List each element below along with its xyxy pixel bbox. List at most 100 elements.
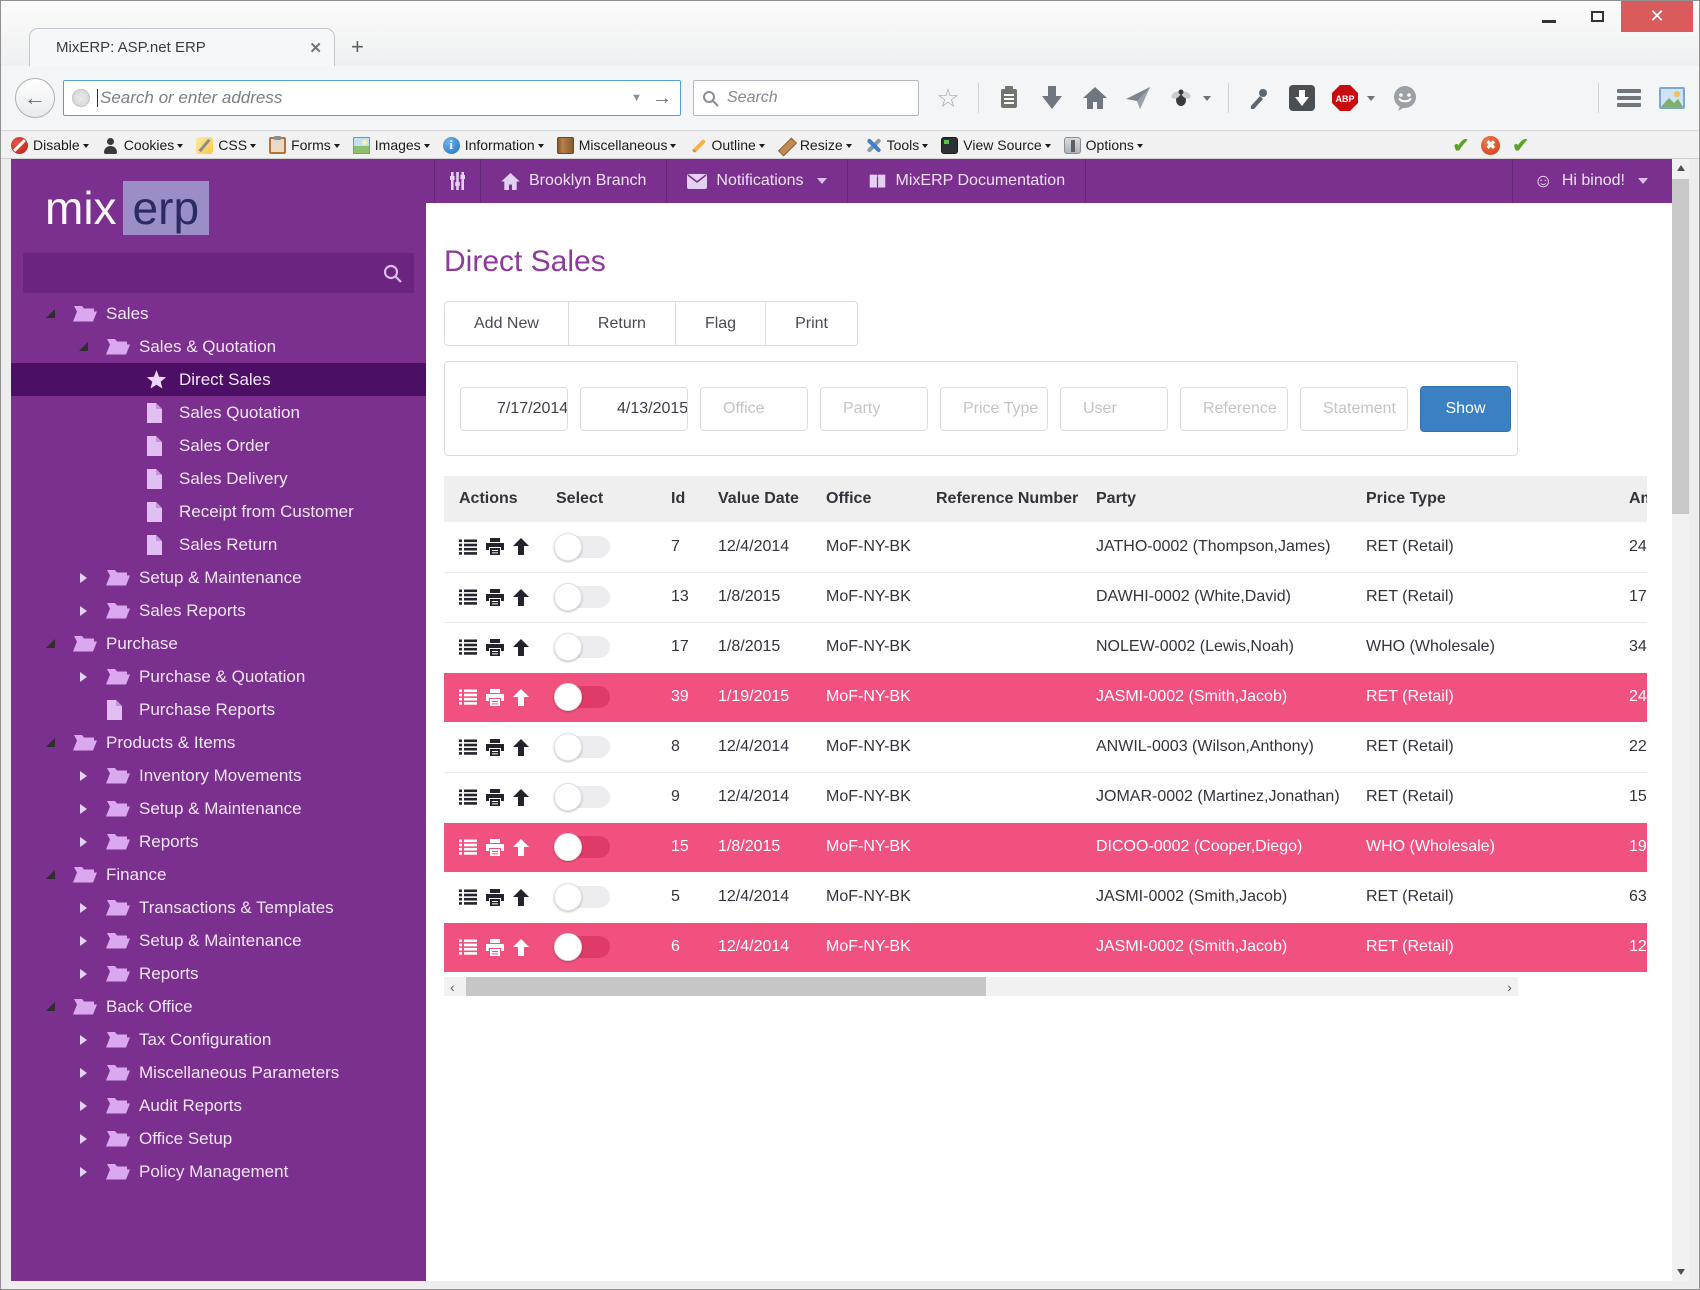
sidebar-item-back-office[interactable]: Back Office [11,990,426,1023]
scroll-left-icon[interactable]: ‹ [444,977,461,996]
image-addon-icon[interactable] [1659,85,1685,111]
sidebar-item-setup-maintenance[interactable]: Setup & Maintenance [11,924,426,957]
sidebar-item-direct-sales[interactable]: Direct Sales [11,363,426,396]
tree-expander-icon[interactable] [77,903,89,913]
tree-expander-icon[interactable] [77,342,89,351]
details-list-icon[interactable] [459,539,477,555]
tree-expander-icon[interactable] [77,1167,89,1177]
sidebar-item-products-items[interactable]: Products & Items [11,726,426,759]
filter-date-input[interactable] [580,387,688,431]
print-icon[interactable] [486,739,504,756]
print-icon[interactable] [486,939,504,956]
print-icon[interactable] [486,839,504,856]
table-row[interactable]: 17 1/8/2015 MoF-NY-BK NOLEW-0002 (Lewis,… [444,622,1647,672]
details-list-icon[interactable] [459,789,477,805]
window-close-button[interactable]: ✕ [1621,1,1693,32]
column-header-value-date[interactable]: Value Date [703,476,811,522]
window-maximize-button[interactable] [1573,1,1621,32]
devbar-item-css[interactable]: CSS [196,137,256,154]
sidebar-item-sales-quotation[interactable]: Sales Quotation [11,396,426,429]
upload-arrow-icon[interactable] [513,889,529,906]
upload-arrow-icon[interactable] [513,939,529,956]
sidebar-item-tax-configuration[interactable]: Tax Configuration [11,1023,426,1056]
tree-expander-icon[interactable] [77,804,89,814]
select-toggle[interactable] [556,836,610,858]
table-row[interactable]: 7 12/4/2014 MoF-NY-BK JATHO-0002 (Thomps… [444,522,1647,572]
column-header-office[interactable]: Office [811,476,921,522]
sidebar-item-reports[interactable]: Reports [11,957,426,990]
send-page-icon[interactable] [1125,85,1151,111]
upload-arrow-icon[interactable] [513,839,529,856]
select-toggle[interactable] [556,586,610,608]
address-input[interactable] [100,88,621,108]
upload-arrow-icon[interactable] [513,739,529,756]
tree-expander-icon[interactable] [77,1068,89,1078]
devbar-item-images[interactable]: Images [353,137,430,154]
select-toggle[interactable] [556,786,610,808]
details-list-icon[interactable] [459,589,477,605]
devbar-item-outline[interactable]: Outline [689,137,764,154]
print-button[interactable]: Print [765,301,858,346]
home-icon[interactable] [1082,85,1108,111]
devbar-item-information[interactable]: Information [443,137,544,154]
tree-expander-icon[interactable] [77,771,89,781]
show-button[interactable]: Show [1420,386,1511,432]
upload-arrow-icon[interactable] [513,589,529,606]
table-row[interactable]: 13 1/8/2015 MoF-NY-BK DAWHI-0002 (White,… [444,572,1647,622]
upload-arrow-icon[interactable] [513,639,529,656]
flag-button[interactable]: Flag [675,301,766,346]
address-dropdown-icon[interactable]: ▼ [631,92,642,104]
nav-apps-button[interactable] [434,159,481,203]
sidebar-item-sales-return[interactable]: Sales Return [11,528,426,561]
nav-documentation-button[interactable]: MixERP Documentation [848,159,1087,203]
nav-notifications-button[interactable]: Notifications [667,159,847,203]
print-icon[interactable] [486,639,504,656]
print-icon[interactable] [486,538,504,555]
devbar-item-cookies[interactable]: Cookies [102,137,184,154]
table-row[interactable]: 6 12/4/2014 MoF-NY-BK JASMI-0002 (Smith,… [444,922,1647,972]
horizontal-scroll-track[interactable] [461,977,1501,996]
bookmark-star-icon[interactable]: ☆ [935,85,961,111]
valid-check-icon[interactable]: ✔ [1452,133,1469,158]
error-badge-icon[interactable]: ✖ [1481,136,1500,155]
select-toggle[interactable] [556,886,610,908]
sidebar-item-purchase-reports[interactable]: Purchase Reports [11,693,426,726]
devbar-item-miscellaneous[interactable]: Miscellaneous [557,137,677,154]
details-list-icon[interactable] [459,639,477,655]
adblock-dropdown-icon[interactable] [1367,96,1375,101]
details-list-icon[interactable] [459,689,477,705]
select-toggle[interactable] [556,686,610,708]
filter-date-input[interactable] [460,387,568,431]
upload-arrow-icon[interactable] [513,789,529,806]
sidebar-item-inventory-movements[interactable]: Inventory Movements [11,759,426,792]
horizontal-scrollbar[interactable]: ‹ › [444,977,1518,996]
adblock-plus-icon[interactable]: ABP [1332,85,1358,111]
vertical-scrollbar[interactable] [1672,159,1689,1281]
fly-addon-icon[interactable] [1168,85,1194,111]
column-header-party[interactable]: Party [1081,476,1351,522]
table-row[interactable]: 9 12/4/2014 MoF-NY-BK JOMAR-0002 (Martin… [444,772,1647,822]
sidebar-search-input[interactable] [23,253,414,293]
select-toggle[interactable] [556,536,610,558]
menu-hamburger-icon[interactable] [1616,85,1642,111]
sidebar-item-purchase[interactable]: Purchase [11,627,426,660]
eyedropper-icon[interactable] [1246,85,1272,111]
table-row[interactable]: 39 1/19/2015 MoF-NY-BK JASMI-0002 (Smith… [444,672,1647,722]
filter-reference-input[interactable] [1180,387,1288,431]
tree-expander-icon[interactable] [77,573,89,583]
tab-close-icon[interactable]: ✕ [309,39,322,57]
scroll-down-icon[interactable] [1672,1263,1689,1281]
sidebar-item-transactions-templates[interactable]: Transactions & Templates [11,891,426,924]
fly-addon-dropdown-icon[interactable] [1203,96,1211,101]
valid-check-icon[interactable]: ✔ [1512,133,1529,158]
select-toggle[interactable] [556,636,610,658]
sidebar-item-receipt-from-customer[interactable]: Receipt from Customer [11,495,426,528]
tree-expander-icon[interactable] [77,1101,89,1111]
upload-arrow-icon[interactable] [513,689,529,706]
horizontal-scroll-thumb[interactable] [466,977,986,996]
sidebar-item-policy-management[interactable]: Policy Management [11,1155,426,1188]
add-new-button[interactable]: Add New [444,301,569,346]
browser-tab[interactable]: MixERP: ASP.net ERP ✕ [29,28,335,66]
column-header-actions[interactable]: Actions [444,476,541,522]
print-icon[interactable] [486,889,504,906]
